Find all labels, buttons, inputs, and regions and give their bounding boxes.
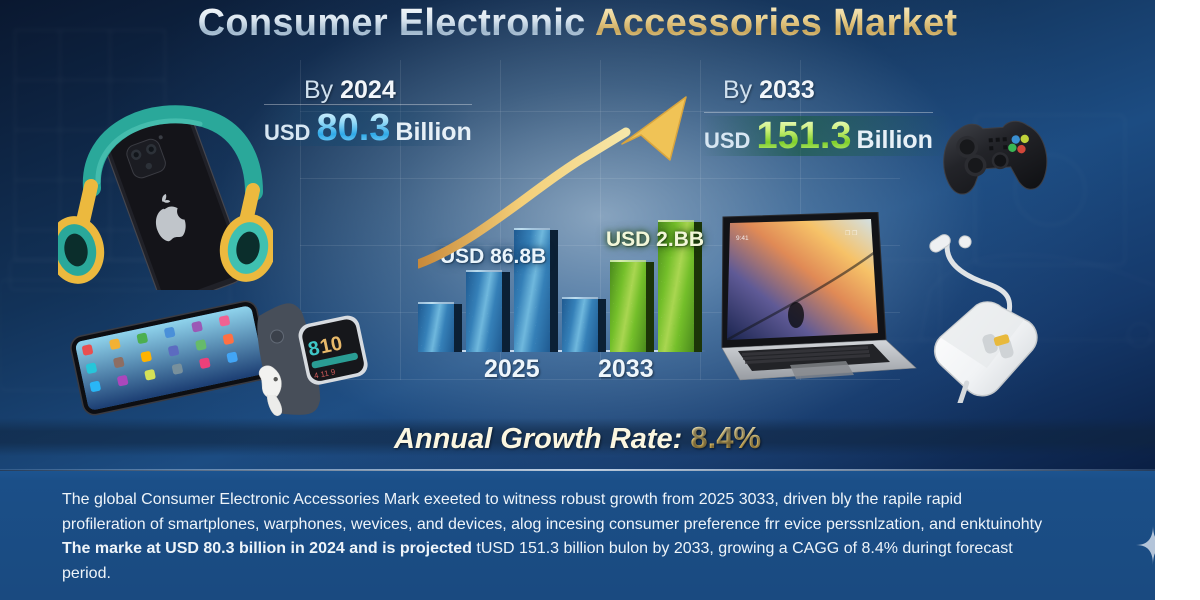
svg-text:❐ ❒: ❐ ❒ [845,230,858,237]
svg-text:10: 10 [318,332,344,358]
svg-text:9:41: 9:41 [736,235,749,242]
